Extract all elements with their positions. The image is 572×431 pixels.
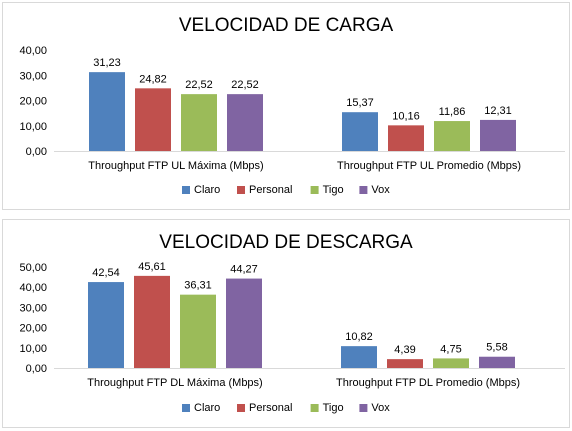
bar-vox-2: [479, 356, 515, 368]
y-tick-label: 40,00: [19, 45, 47, 57]
y-tick-label: 10,00: [19, 121, 47, 133]
bar-claro-1: [89, 72, 125, 151]
legend-label-tigo: Tigo: [323, 184, 344, 196]
y-tick-label: 30,00: [19, 302, 47, 314]
download-speed-chart: VELOCIDAD DE DESCARGA 0,00 10,00 20,00 30,0…: [19, 232, 565, 414]
y-tick-label: 20,00: [19, 323, 47, 335]
data-label: 45,61: [138, 261, 166, 273]
y-tick-label: 0,00: [26, 146, 47, 158]
chart-title: VELOCIDAD DE CARGA: [179, 15, 394, 36]
chart-title: VELOCIDAD DE DESCARGA: [159, 232, 413, 253]
category-label: Throughput FTP UL Máxima (Mbps): [88, 160, 263, 172]
bar-personal-2: [387, 359, 423, 368]
bar-claro-2: [341, 346, 377, 368]
legend-label-vox: Vox: [371, 184, 390, 196]
legend-swatch-vox: [359, 404, 368, 412]
bar-tigo-1: [181, 94, 217, 151]
legend-swatch-tigo: [310, 404, 319, 412]
data-label: 31,23: [93, 57, 121, 69]
legend-label-claro: Claro: [194, 184, 220, 196]
y-tick-label: 40,00: [19, 282, 47, 294]
bar-personal-2: [388, 125, 424, 151]
data-label: 4,75: [440, 343, 461, 355]
legend-swatch-personal: [237, 404, 245, 412]
legend-swatch-claro: [182, 186, 190, 194]
data-label: 15,37: [346, 97, 374, 109]
legend-label-personal: Personal: [249, 402, 292, 414]
legend-label-tigo: Tigo: [323, 402, 344, 414]
y-tick-label: 20,00: [19, 96, 47, 108]
legend-label-claro: Claro: [194, 402, 220, 414]
data-label: 22,52: [185, 79, 213, 91]
data-label: 24,82: [139, 73, 167, 85]
category-label: Throughput FTP DL Máxima (Mbps): [87, 377, 262, 389]
data-label: 4,39: [394, 344, 415, 356]
data-label: 44,27: [230, 264, 258, 276]
bar-claro-1: [88, 282, 124, 368]
data-label: 22,52: [231, 79, 259, 91]
y-tick-label: 0,00: [26, 363, 47, 375]
bar-vox-2: [480, 119, 516, 151]
y-tick-label: 30,00: [19, 70, 47, 82]
bar-vox-1: [226, 278, 262, 368]
category-label: Throughput FTP DL Promedio (Mbps): [336, 377, 520, 389]
y-tick-label: 10,00: [19, 343, 47, 355]
data-label: 11,86: [439, 106, 466, 118]
data-label: 36,31: [184, 280, 212, 292]
legend-swatch-personal: [237, 186, 245, 194]
bar-tigo-2: [434, 121, 470, 151]
data-label: 10,82: [345, 331, 373, 343]
data-label: 12,31: [484, 105, 512, 117]
bar-claro-2: [342, 112, 378, 151]
legend-swatch-vox: [359, 186, 368, 194]
y-tick-label: 50,00: [19, 262, 47, 274]
data-label: 5,58: [486, 342, 507, 354]
bar-personal-1: [135, 88, 171, 151]
legend-label-vox: Vox: [371, 402, 390, 414]
bar-tigo-2: [433, 358, 469, 368]
bar-tigo-1: [180, 294, 216, 368]
bar-personal-1: [134, 275, 170, 368]
legend-swatch-tigo: [310, 186, 319, 194]
bar-vox-1: [227, 94, 263, 151]
data-label: 42,54: [92, 267, 120, 279]
download-chart-panel: VELOCIDAD DE DESCARGA 0,00 10,00 20,00 30,0…: [2, 219, 570, 428]
legend-label-personal: Personal: [249, 184, 292, 196]
category-label: Throughput FTP UL Promedio (Mbps): [337, 160, 521, 172]
legend-swatch-claro: [182, 404, 190, 412]
data-label: 10,16: [392, 110, 420, 122]
upload-speed-chart: VELOCIDAD DE CARGA 0,00 10,00 20,00 30,00 40…: [19, 15, 565, 196]
upload-chart-panel: VELOCIDAD DE CARGA 0,00 10,00 20,00 30,00 40…: [2, 2, 570, 210]
